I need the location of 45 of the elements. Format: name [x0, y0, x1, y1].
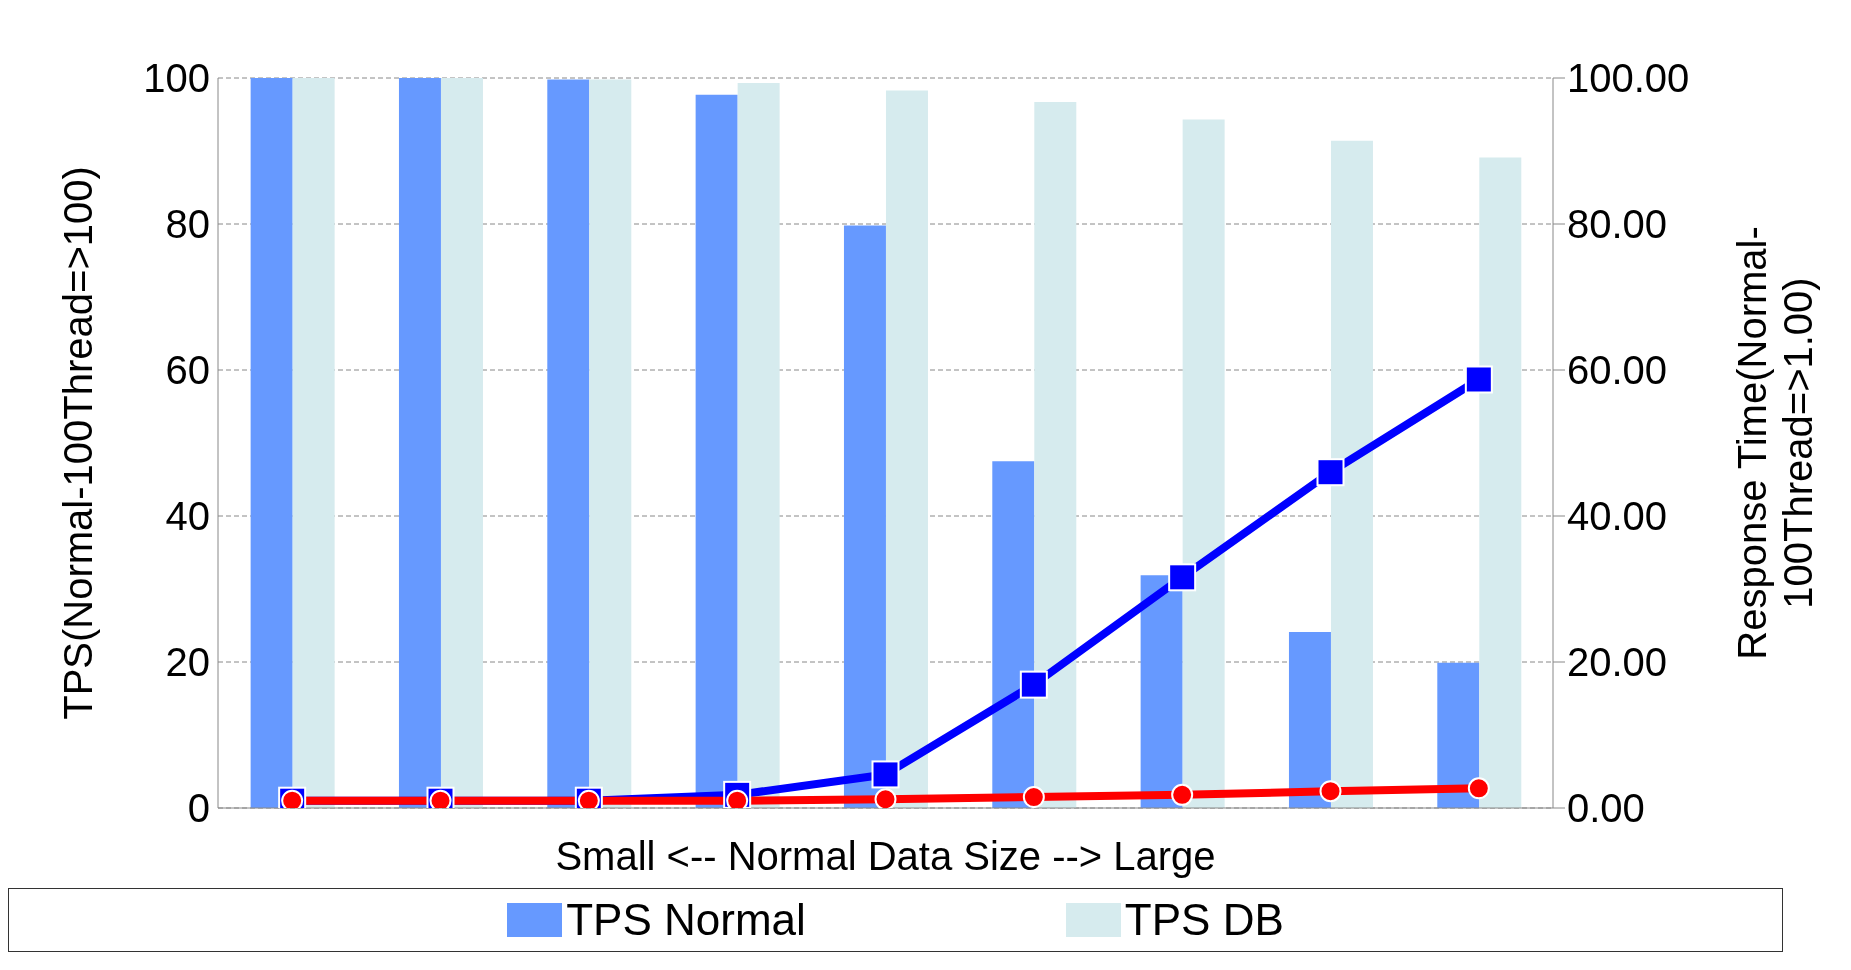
point — [1464, 365, 1493, 394]
point — [1316, 458, 1345, 487]
y2-tick-label: 0.00 — [1567, 786, 1645, 831]
y2-tick-label: 40.00 — [1567, 494, 1668, 539]
legend-label: TPS Normal — [565, 895, 806, 945]
y2-tick-label: 20.00 — [1567, 640, 1668, 685]
bar — [1437, 662, 1480, 808]
y-tick-label: 20 — [165, 640, 210, 685]
bar — [1034, 102, 1077, 808]
y-axis-title: TPS(Normal-100Thread=>100) — [56, 166, 101, 720]
bar — [1330, 140, 1373, 808]
point — [1019, 670, 1048, 699]
bar — [292, 78, 335, 808]
bar — [440, 78, 483, 808]
point — [1467, 777, 1490, 800]
bar — [1182, 119, 1225, 808]
bar — [250, 78, 293, 808]
bar — [1288, 632, 1331, 808]
y-tick-label: 80 — [165, 202, 210, 247]
bar — [1479, 157, 1522, 808]
bar — [992, 461, 1035, 808]
bar — [695, 94, 738, 808]
y2-axis-title: Response Time(Normal-100Thread=>1.00) — [1730, 226, 1820, 660]
bar — [589, 79, 632, 808]
bar — [547, 79, 590, 808]
bar — [737, 83, 780, 808]
x-axis-title: Small <-- Normal Data Size --> Large — [555, 834, 1216, 878]
bar — [885, 90, 928, 808]
y-tick-label: 60 — [165, 348, 210, 393]
point — [874, 788, 897, 808]
y2-tick-label: 60.00 — [1567, 348, 1668, 393]
y2-tick-label: 80.00 — [1567, 202, 1668, 247]
y2-tick-label: 100.00 — [1567, 56, 1690, 101]
point — [1168, 563, 1197, 592]
y-tick-label: 0 — [187, 786, 210, 831]
y-tick-label: 100 — [143, 56, 210, 101]
point — [1319, 780, 1342, 803]
legend-label: TPS DB — [1123, 895, 1284, 945]
bar — [1140, 575, 1183, 808]
point — [871, 760, 900, 789]
point — [1171, 783, 1194, 806]
y-tick-label: 40 — [165, 494, 210, 539]
bar — [398, 78, 441, 808]
bar — [843, 225, 886, 808]
point — [1022, 786, 1045, 808]
